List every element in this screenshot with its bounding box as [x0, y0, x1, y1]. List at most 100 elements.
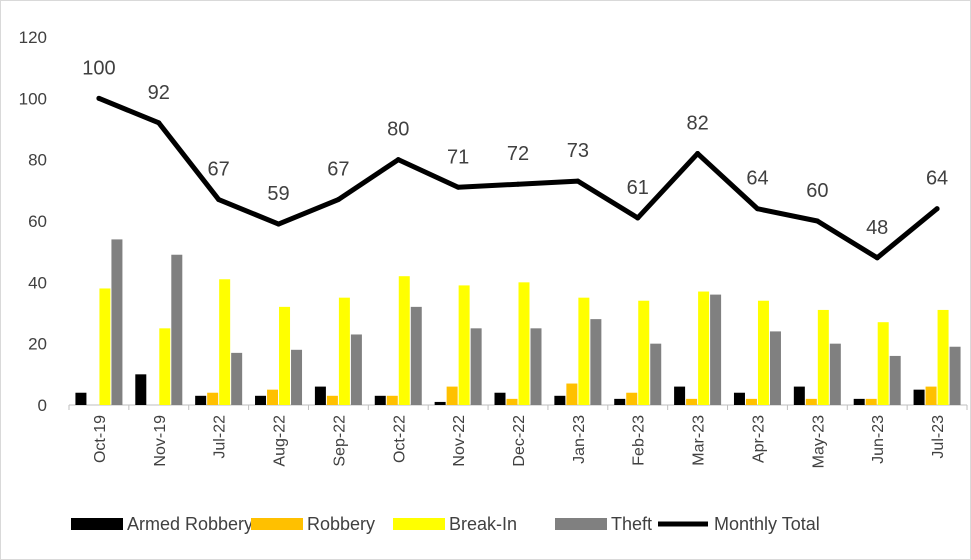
bar-robbery: [805, 398, 817, 405]
bar-armed-robbery: [135, 374, 147, 405]
bar-break-in: [578, 297, 590, 405]
bar-armed-robbery: [494, 392, 506, 405]
legend-label-monthly-total: Monthly Total: [714, 514, 820, 534]
data-label: 67: [208, 159, 230, 181]
bar-theft: [111, 239, 123, 405]
point-monthly-total: [635, 215, 641, 221]
bar-armed-robbery: [913, 389, 925, 405]
bar-robbery: [386, 395, 398, 405]
bar-armed-robbery: [853, 398, 865, 405]
bar-theft: [590, 319, 602, 405]
x-tick-label: Mar-23: [691, 415, 708, 466]
data-label: 64: [746, 168, 768, 190]
legend-label-robbery: Robbery: [307, 514, 375, 534]
x-tick-label: Oct-19: [92, 415, 109, 463]
point-monthly-total: [276, 221, 282, 227]
bar-robbery: [267, 389, 279, 405]
y-tick-label: 100: [19, 89, 47, 108]
bar-theft: [710, 294, 722, 405]
bar-theft: [291, 349, 303, 405]
y-tick-label: 20: [28, 335, 47, 354]
x-tick-label: May-23: [810, 415, 827, 468]
bar-break-in: [99, 288, 111, 405]
bar-break-in: [638, 300, 650, 405]
data-label: 61: [627, 177, 649, 199]
bar-theft: [410, 306, 422, 405]
bar-armed-robbery: [195, 395, 207, 405]
bar-robbery: [506, 398, 518, 405]
bar-robbery: [566, 383, 578, 405]
bar-robbery: [745, 398, 757, 405]
bar-robbery: [207, 392, 219, 405]
data-label: 67: [327, 159, 349, 181]
bar-break-in: [937, 309, 949, 405]
bar-robbery: [326, 395, 338, 405]
bar-break-in: [159, 328, 171, 405]
bar-armed-robbery: [255, 395, 267, 405]
bar-robbery: [446, 386, 458, 405]
bar-break-in: [458, 285, 470, 405]
point-monthly-total: [216, 197, 222, 203]
x-tick-label: Aug-22: [272, 415, 289, 467]
y-tick-label: 60: [28, 212, 47, 231]
bar-break-in: [877, 322, 889, 405]
legend-swatch-robbery: [251, 518, 303, 530]
bar-armed-robbery: [674, 386, 686, 405]
y-tick-label: 0: [38, 396, 47, 415]
legend-swatch-break-in: [393, 518, 445, 530]
point-monthly-total: [874, 255, 880, 261]
bar-robbery: [865, 398, 877, 405]
data-label: 92: [148, 82, 170, 104]
point-monthly-total: [575, 178, 581, 184]
data-label: 73: [567, 140, 589, 162]
legend-label-break-in: Break-In: [449, 514, 517, 534]
point-monthly-total: [455, 184, 461, 190]
bar-break-in: [279, 306, 291, 405]
bar-theft: [171, 254, 183, 405]
legend-label-theft: Theft: [611, 514, 652, 534]
point-monthly-total: [934, 206, 940, 212]
bar-armed-robbery: [314, 386, 326, 405]
bar-theft: [470, 328, 482, 405]
bar-theft: [769, 331, 781, 405]
x-tick-label: Nov-22: [451, 415, 468, 467]
bar-armed-robbery: [374, 395, 386, 405]
bar-theft: [829, 343, 841, 405]
bar-break-in: [518, 282, 530, 405]
data-label: 71: [447, 146, 469, 168]
bar-theft: [650, 343, 662, 405]
bar-break-in: [698, 291, 710, 405]
y-tick-label: 40: [28, 273, 47, 292]
x-tick-label: Feb-23: [631, 415, 648, 466]
data-label: 64: [926, 168, 948, 190]
x-tick-label: Jul-23: [930, 415, 947, 459]
point-monthly-total: [515, 181, 521, 187]
legend-label-armed-robbery: Armed Robbery: [127, 514, 253, 534]
point-monthly-total: [814, 218, 820, 224]
data-label: 60: [806, 180, 828, 202]
bar-theft: [231, 352, 243, 405]
x-tick-label: Jul-22: [212, 415, 229, 459]
x-tick-label: Dec-22: [511, 415, 528, 467]
x-tick-label: Nov-19: [152, 415, 169, 467]
bar-theft: [889, 355, 901, 405]
point-monthly-total: [335, 197, 341, 203]
bar-armed-robbery: [75, 392, 87, 405]
data-label: 100: [82, 57, 115, 79]
x-tick-label: Apr-23: [750, 415, 767, 463]
legend-swatch-theft: [555, 518, 607, 530]
point-monthly-total: [754, 206, 760, 212]
bar-armed-robbery: [434, 401, 446, 405]
x-tick-label: Oct-22: [391, 415, 408, 463]
bar-armed-robbery: [733, 392, 745, 405]
bar-robbery: [626, 392, 638, 405]
point-monthly-total: [395, 157, 401, 163]
y-tick-label: 120: [19, 28, 47, 47]
bar-break-in: [398, 276, 410, 405]
data-label: 82: [686, 113, 708, 135]
bar-break-in: [817, 309, 829, 405]
bar-break-in: [219, 279, 231, 405]
legend-swatch-armed-robbery: [71, 518, 123, 530]
bar-robbery: [925, 386, 937, 405]
data-label: 59: [267, 183, 289, 205]
